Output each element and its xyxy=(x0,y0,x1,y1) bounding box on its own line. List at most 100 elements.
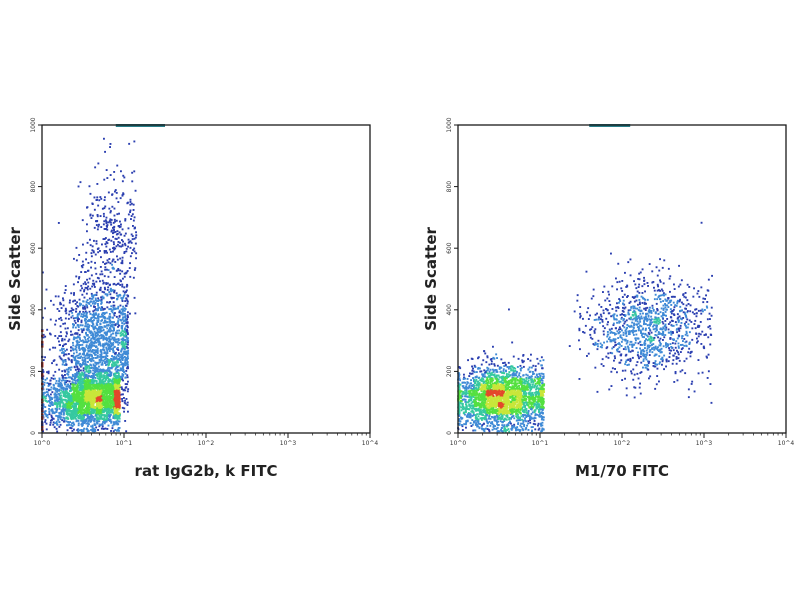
data-point xyxy=(54,407,57,410)
data-point xyxy=(126,365,129,368)
data-point xyxy=(99,412,101,415)
data-point xyxy=(85,384,87,386)
data-point xyxy=(86,411,89,414)
data-point xyxy=(133,237,136,240)
data-point xyxy=(93,430,96,433)
data-point xyxy=(113,225,116,228)
data-point xyxy=(87,320,90,322)
data-point xyxy=(96,248,99,250)
data-point xyxy=(72,412,75,415)
data-point xyxy=(76,398,78,401)
data-point xyxy=(133,250,136,253)
data-point xyxy=(85,370,88,373)
data-point xyxy=(120,297,123,299)
data-point xyxy=(483,403,486,406)
data-point xyxy=(66,424,69,427)
data-point xyxy=(126,357,129,359)
data-point xyxy=(538,427,541,430)
data-point xyxy=(103,351,106,354)
data-point xyxy=(99,344,102,347)
data-point xyxy=(121,243,124,246)
data-point xyxy=(91,426,94,429)
data-point xyxy=(94,293,97,296)
data-point xyxy=(113,339,116,342)
data-point xyxy=(100,226,103,228)
data-point xyxy=(94,389,97,391)
data-point xyxy=(490,360,493,363)
data-point xyxy=(109,211,112,214)
data-point xyxy=(90,325,93,327)
data-point xyxy=(90,425,93,428)
data-point xyxy=(54,370,57,373)
data-point xyxy=(123,234,126,237)
data-point xyxy=(52,417,55,420)
data-point xyxy=(118,429,120,432)
data-point xyxy=(106,228,109,231)
data-point xyxy=(125,325,127,328)
data-point xyxy=(78,368,80,371)
data-point xyxy=(95,391,98,394)
data-point xyxy=(104,312,106,315)
data-point xyxy=(105,347,108,350)
data-point xyxy=(103,228,106,230)
data-point xyxy=(44,419,47,421)
data-point xyxy=(85,331,87,334)
data-point xyxy=(73,410,76,413)
data-point xyxy=(69,368,72,371)
x-axis-ticks: 10^0 10^1 10^2 10^3 10^4 xyxy=(34,433,378,447)
data-point xyxy=(123,397,125,399)
data-point xyxy=(114,361,116,364)
data-point xyxy=(118,364,121,367)
data-point xyxy=(118,377,121,380)
data-point xyxy=(104,421,107,423)
data-point xyxy=(67,394,70,397)
data-point xyxy=(95,294,98,296)
data-point xyxy=(103,238,106,240)
data-point xyxy=(465,421,468,424)
data-point xyxy=(105,262,108,265)
data-point xyxy=(87,413,90,416)
data-point xyxy=(91,429,94,431)
data-point xyxy=(127,333,129,336)
data-point xyxy=(97,373,100,376)
data-point xyxy=(123,410,125,413)
data-point xyxy=(110,411,113,414)
data-point xyxy=(88,365,90,367)
data-point xyxy=(75,400,78,403)
data-point xyxy=(45,288,48,291)
data-point xyxy=(78,379,80,381)
data-point xyxy=(81,381,83,383)
data-point xyxy=(84,362,87,365)
data-point xyxy=(47,393,49,396)
data-point xyxy=(104,266,107,269)
data-point xyxy=(86,241,89,244)
data-point xyxy=(62,407,65,410)
data-point xyxy=(77,371,80,374)
data-point xyxy=(88,277,91,280)
data-point xyxy=(58,355,61,358)
data-point xyxy=(119,385,121,388)
data-point xyxy=(81,260,84,263)
data-point xyxy=(113,406,116,408)
data-point xyxy=(79,398,82,401)
data-point xyxy=(94,253,97,256)
data-point xyxy=(68,406,71,409)
data-point xyxy=(95,242,98,245)
data-point xyxy=(67,418,70,420)
data-point xyxy=(106,363,109,366)
data-point xyxy=(109,174,112,176)
data-point xyxy=(56,337,59,340)
data-point xyxy=(84,319,86,322)
data-point xyxy=(114,220,116,223)
data-point xyxy=(56,390,58,393)
data-point xyxy=(68,400,71,403)
data-point xyxy=(107,340,110,343)
data-point xyxy=(110,421,113,424)
data-point xyxy=(78,318,80,320)
data-point xyxy=(88,406,91,409)
data-point xyxy=(59,349,62,352)
y-tick-label: 800 xyxy=(30,181,37,193)
data-point xyxy=(107,399,110,402)
data-point xyxy=(82,313,85,316)
